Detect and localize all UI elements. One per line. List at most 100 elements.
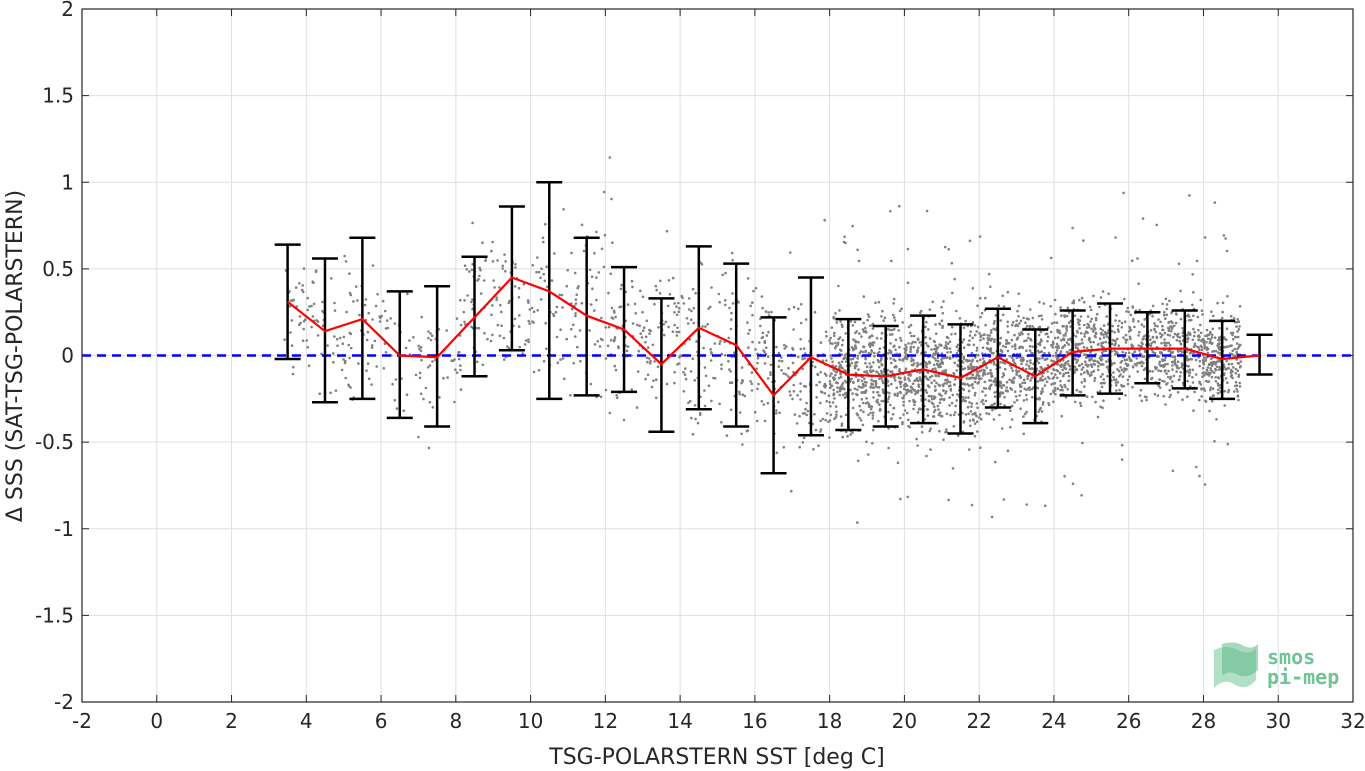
scatter-point: [983, 372, 987, 376]
scatter-point: [1142, 325, 1146, 328]
scatter-point: [720, 367, 723, 371]
scatter-point: [537, 270, 541, 274]
scatter-point: [1234, 384, 1237, 388]
scatter-point: [917, 383, 920, 387]
scatter-point: [1137, 320, 1140, 323]
scatter-point: [367, 377, 371, 381]
scatter-point: [955, 399, 958, 402]
scatter-point: [1082, 366, 1085, 369]
scatter-point: [1153, 327, 1156, 331]
scatter-point: [491, 240, 494, 244]
scatter-point: [978, 332, 981, 335]
scatter-point: [838, 387, 842, 391]
scatter-point: [909, 347, 912, 351]
scatter-point: [1039, 366, 1042, 369]
scatter-point: [459, 323, 463, 327]
scatter-point: [962, 346, 966, 350]
scatter-point: [828, 382, 832, 386]
scatter-point: [1218, 365, 1221, 369]
scatter-point: [914, 340, 917, 344]
scatter-point: [932, 363, 936, 367]
scatter-point: [1041, 387, 1044, 391]
scatter-point: [321, 300, 324, 304]
scatter-point: [877, 394, 880, 397]
scatter-point: [956, 434, 960, 437]
scatter-point: [665, 229, 669, 233]
scatter-point: [915, 351, 919, 354]
scatter-point: [790, 489, 793, 493]
scatter-point: [862, 330, 866, 333]
scatter-point: [927, 328, 930, 331]
scatter-point: [1080, 296, 1084, 300]
scatter-point: [910, 342, 913, 345]
scatter-point: [1140, 399, 1144, 403]
scatter-point: [902, 394, 906, 397]
scatter-point: [1137, 344, 1140, 347]
scatter-point: [1094, 318, 1098, 322]
scatter-point: [686, 322, 690, 325]
scatter-point: [976, 382, 979, 385]
scatter-point: [502, 336, 506, 340]
scatter-point: [833, 397, 836, 400]
scatter-point: [1214, 368, 1218, 372]
scatter-point: [1074, 335, 1078, 338]
scatter-point: [999, 336, 1003, 340]
scatter-point: [728, 381, 732, 385]
scatter-point: [1224, 377, 1228, 380]
scatter-point: [1210, 399, 1214, 403]
scatter-point: [1231, 333, 1234, 337]
scatter-point: [1021, 381, 1024, 385]
scatter-point: [762, 403, 765, 406]
scatter-point: [408, 339, 411, 342]
scatter-point: [747, 346, 750, 349]
scatter-point: [724, 303, 727, 307]
scatter-point: [893, 327, 896, 331]
scatter-point: [920, 431, 924, 434]
scatter-point: [1142, 335, 1146, 338]
scatter-point: [1187, 365, 1190, 368]
scatter-point: [1101, 341, 1105, 345]
scatter-point: [864, 384, 868, 387]
scatter-point: [987, 412, 991, 416]
scatter-point: [864, 349, 868, 353]
scatter-point: [1025, 339, 1028, 342]
scatter-point: [867, 405, 871, 409]
scatter-point: [1039, 341, 1042, 344]
scatter-point: [495, 298, 498, 302]
scatter-point: [855, 412, 859, 415]
scatter-point: [1102, 349, 1106, 353]
scatter-point: [869, 407, 873, 411]
scatter-point: [896, 394, 899, 398]
scatter-point: [1019, 407, 1022, 411]
scatter-point: [815, 396, 818, 399]
scatter-point: [600, 316, 603, 320]
scatter-point: [649, 362, 652, 365]
scatter-point: [825, 374, 828, 377]
scatter-point: [843, 354, 847, 357]
scatter-point: [1097, 342, 1100, 346]
scatter-point: [1065, 329, 1069, 332]
scatter-point: [962, 338, 966, 341]
y-tick-label: -1: [54, 517, 74, 541]
scatter-point: [459, 364, 462, 367]
scatter-point: [1117, 369, 1121, 373]
scatter-point: [1098, 305, 1101, 309]
scatter-point: [782, 446, 786, 449]
scatter-point: [311, 315, 315, 318]
scatter-point: [770, 310, 773, 314]
scatter-point: [1002, 344, 1005, 348]
scatter-point: [381, 299, 385, 303]
scatter-point: [501, 264, 505, 268]
scatter-point: [989, 384, 992, 388]
scatter-point: [969, 424, 972, 428]
scatter-point: [972, 365, 976, 369]
scatter-point: [1140, 360, 1143, 364]
scatter-point: [948, 347, 952, 350]
scatter-point: [1020, 362, 1023, 366]
scatter-point: [738, 411, 742, 414]
scatter-point: [1104, 349, 1108, 353]
scatter-point: [874, 385, 877, 388]
scatter-point: [689, 370, 693, 373]
scatter-point: [559, 328, 562, 332]
scatter-point: [358, 313, 361, 317]
